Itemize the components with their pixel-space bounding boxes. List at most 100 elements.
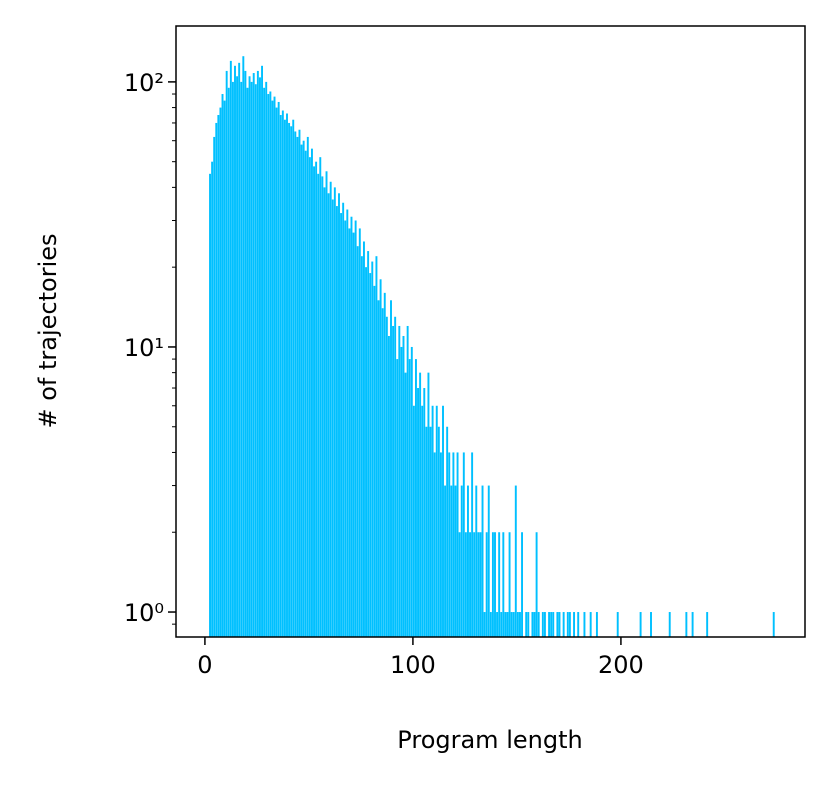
bar <box>254 84 257 638</box>
bar <box>288 122 291 638</box>
bar <box>558 612 561 637</box>
bar <box>292 119 295 638</box>
bar <box>246 87 249 638</box>
bar <box>639 612 642 637</box>
bar <box>487 485 490 637</box>
y-tick-label: 10⁰ <box>124 599 164 627</box>
bar <box>325 171 328 637</box>
bar <box>429 426 432 637</box>
bar <box>279 115 282 637</box>
bar <box>406 325 409 637</box>
bar <box>385 316 388 637</box>
bar <box>294 131 297 637</box>
x-tick-label: 100 <box>390 651 436 679</box>
bar <box>491 532 494 637</box>
bar <box>329 181 332 638</box>
bar <box>595 612 598 637</box>
plot-frame <box>175 25 806 638</box>
bar <box>514 485 517 637</box>
bar <box>227 87 230 638</box>
bar <box>541 612 544 637</box>
bar <box>417 388 420 637</box>
bar <box>562 612 565 637</box>
bar <box>419 372 422 637</box>
y-tick-label: 10¹ <box>124 334 164 362</box>
bar <box>308 157 311 637</box>
bar <box>321 176 324 637</box>
bar <box>442 405 444 637</box>
bar <box>583 612 586 637</box>
bar <box>410 346 413 637</box>
bar <box>398 325 401 637</box>
bar <box>691 612 694 637</box>
bar <box>300 144 303 637</box>
bar <box>365 267 368 637</box>
bar <box>252 73 255 638</box>
bar <box>448 452 451 637</box>
bar <box>477 532 480 637</box>
bar <box>231 81 234 638</box>
bar <box>685 612 688 637</box>
bar <box>234 65 236 637</box>
bar <box>518 612 521 637</box>
bar <box>371 261 374 637</box>
bar <box>479 532 482 637</box>
bar <box>275 107 278 638</box>
bar <box>392 325 395 637</box>
bar <box>242 56 245 638</box>
bar <box>344 220 347 637</box>
bar <box>379 279 382 637</box>
bar <box>400 346 403 637</box>
bar <box>496 612 499 637</box>
bar <box>568 612 571 637</box>
bar <box>327 193 330 637</box>
bar <box>489 612 492 637</box>
bar <box>494 532 496 637</box>
y-tick-label: 10² <box>124 69 164 97</box>
bar <box>535 532 538 637</box>
bar <box>383 292 386 637</box>
bar <box>273 96 276 638</box>
bar <box>508 532 511 637</box>
x-axis-label: Program length <box>397 726 582 754</box>
bar <box>313 166 316 638</box>
bar <box>223 100 226 638</box>
bar <box>304 150 307 637</box>
bar <box>500 612 503 637</box>
bar <box>525 612 528 637</box>
bar <box>437 426 440 637</box>
bar <box>427 372 430 637</box>
bar <box>412 405 415 637</box>
bar <box>446 426 449 637</box>
bar <box>225 70 228 637</box>
bar <box>414 359 417 637</box>
bar <box>404 372 407 637</box>
x-tick-label: 200 <box>598 651 644 679</box>
bar <box>498 532 501 637</box>
bar <box>548 612 551 637</box>
bar <box>450 485 453 637</box>
bar <box>346 209 349 637</box>
bar <box>350 216 353 638</box>
bar <box>431 405 434 637</box>
bar <box>213 136 216 638</box>
bar <box>394 316 397 637</box>
bar <box>512 612 515 637</box>
bar <box>283 119 286 638</box>
bar <box>425 426 428 637</box>
bar <box>375 256 378 637</box>
bar <box>456 452 459 637</box>
bar <box>240 81 243 638</box>
bar <box>352 232 355 637</box>
bar <box>402 335 405 637</box>
bar <box>387 335 390 637</box>
bar <box>277 101 280 638</box>
bar <box>323 187 326 637</box>
bar <box>250 81 253 638</box>
bar <box>573 612 576 637</box>
bar <box>302 140 305 637</box>
bar <box>310 148 313 638</box>
bar <box>335 206 338 638</box>
bar <box>433 452 436 637</box>
bar <box>229 60 232 638</box>
